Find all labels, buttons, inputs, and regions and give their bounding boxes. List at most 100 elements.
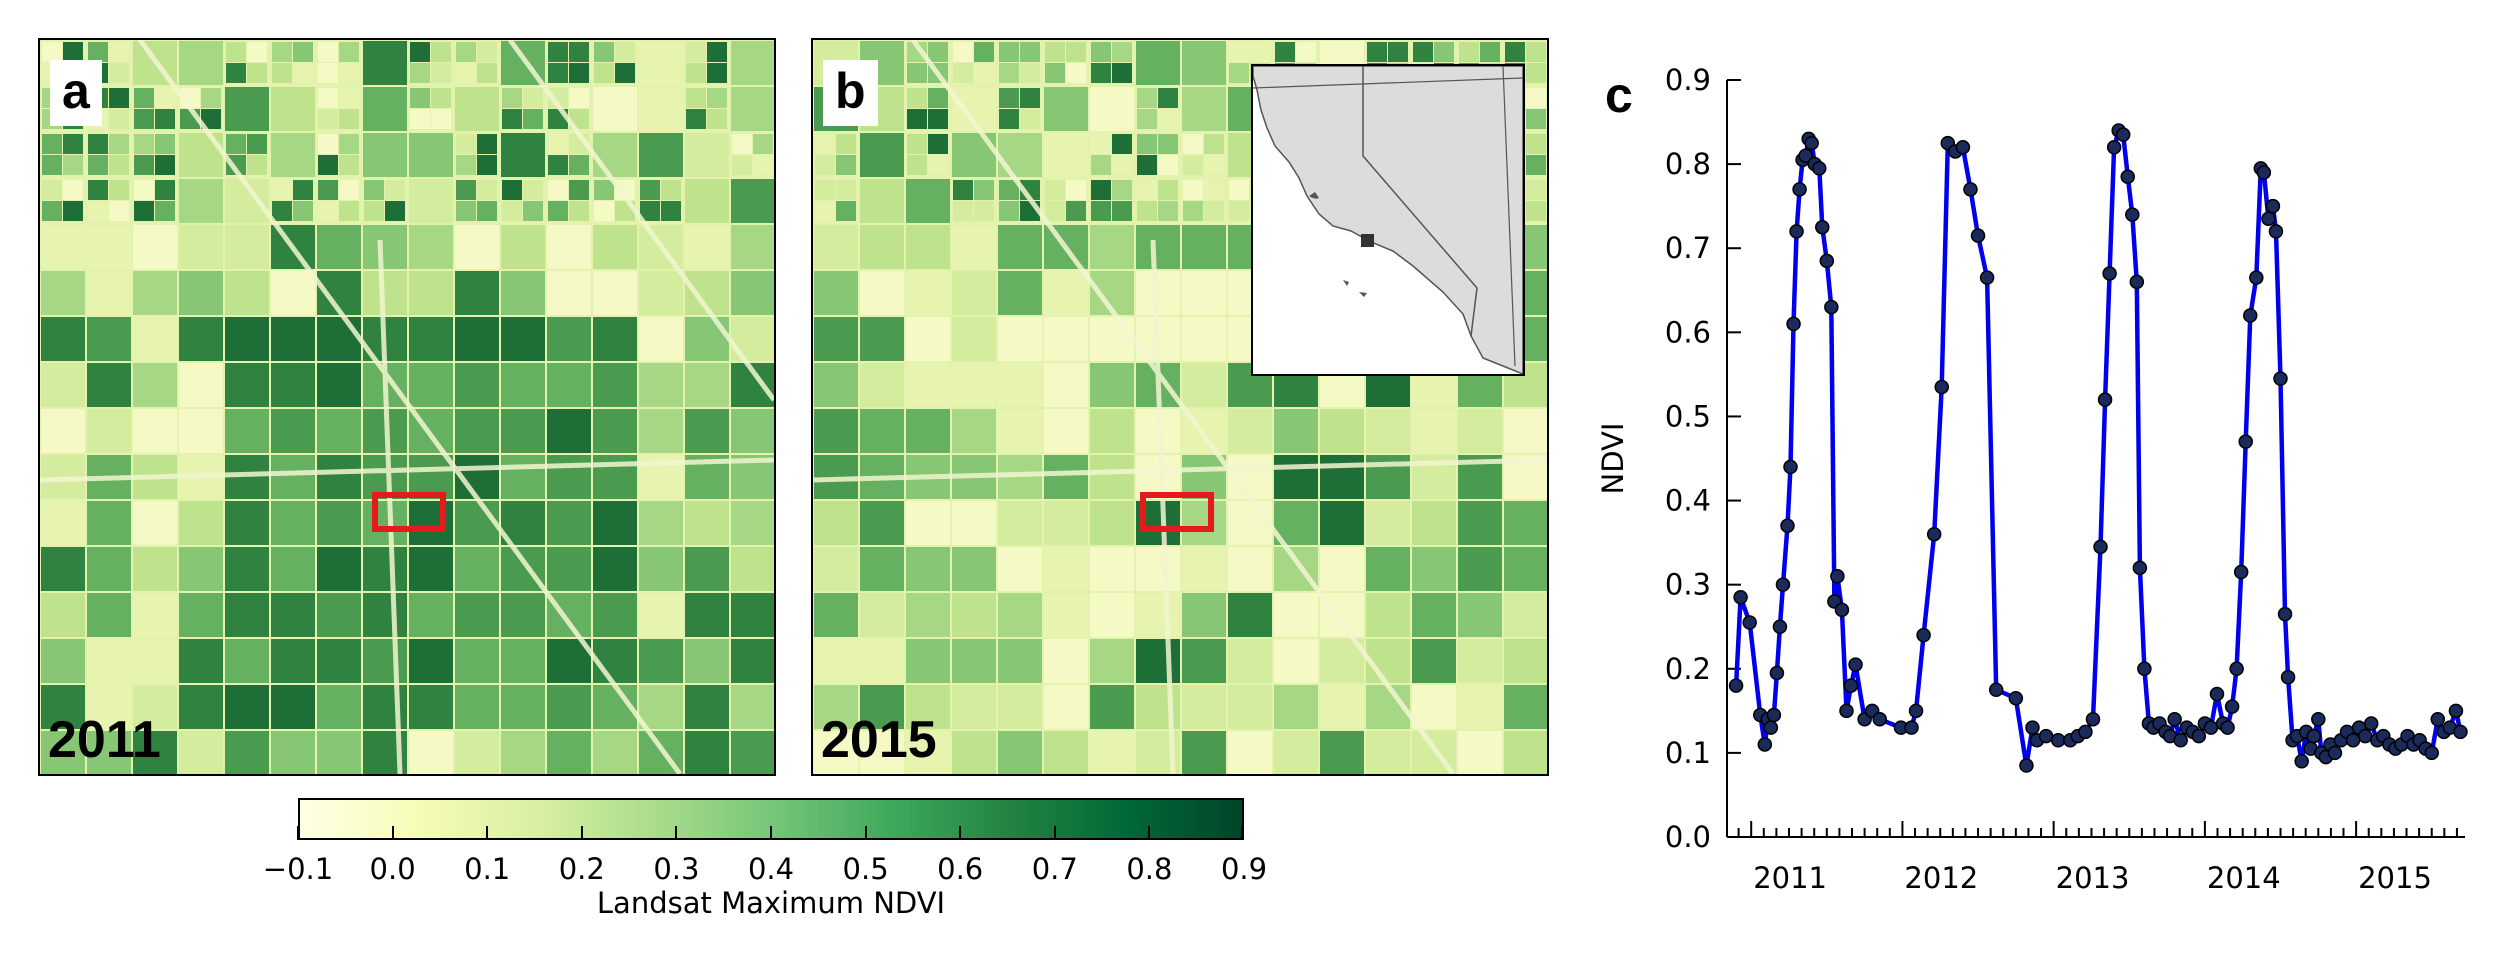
x-tick-label: 2011: [1753, 861, 1827, 895]
ndvi-time-series-chart: 0.0 0.1 0.2 0.3 0.4 0.5 0.6 0.7 0.8 0.9 2011 2012 20…: [1600, 63, 2468, 895]
colorbar-tick-label: 0.3: [653, 852, 700, 886]
ndvi-point: [1839, 703, 1854, 719]
ndvi-point: [2261, 211, 2276, 227]
ndvi-point: [1970, 228, 1986, 243]
ndvi-point: [2132, 560, 2148, 576]
ndvi-point: [2424, 745, 2439, 761]
ndvi-point: [2129, 274, 2145, 290]
ndvi-point: [2209, 686, 2225, 702]
ndvi-point: [2363, 716, 2379, 731]
location-inset-map: [1251, 64, 1525, 376]
y-tick-label: 0.2: [1665, 652, 1711, 686]
ndvi-point: [2280, 669, 2296, 685]
ndvi-point: [1766, 707, 1782, 723]
ndvi-point: [2008, 690, 2024, 706]
ndvi-point: [1848, 657, 1863, 672]
ndvi-point: [2265, 198, 2281, 214]
y-tick-label: 0.4: [1665, 484, 1711, 518]
y-tick-label: 0.9: [1665, 63, 1711, 97]
ndvi-point: [1904, 720, 1919, 735]
ndvi-point: [2268, 224, 2284, 239]
ndvi-point: [2243, 308, 2258, 323]
colorbar-tick: [1241, 826, 1243, 840]
ndvi-point: [2220, 720, 2235, 735]
colorbar-title: Landsat Maximum NDVI: [596, 886, 946, 920]
roi-box: [372, 492, 446, 532]
ndvi-point: [2038, 728, 2054, 744]
ndvi-point: [2345, 733, 2361, 748]
ndvi-point: [2294, 754, 2309, 769]
ndvi-point: [2224, 699, 2240, 714]
canal-lines: [813, 40, 1547, 774]
x-tick-label: 2014: [2207, 861, 2281, 895]
california-nevada-outline: [1253, 66, 1523, 374]
ndvi-point: [2311, 711, 2326, 727]
colorbar-tick-label: 0.1: [464, 852, 511, 886]
ndvi-point: [2327, 745, 2343, 761]
x-tick-label: 2015: [2358, 861, 2432, 895]
roi-box: [1140, 492, 1214, 532]
colorbar-tick: [864, 826, 867, 840]
colorbar-tick-label: 0.2: [558, 852, 605, 886]
y-tick-label: 0.0: [1665, 820, 1711, 854]
colorbar-tick-label: 0.0: [369, 852, 416, 886]
ndvi-series-line: [1733, 128, 2463, 768]
ndvi-point: [1979, 270, 1995, 285]
ndvi-point: [1926, 526, 1942, 542]
ndvi-point: [1843, 678, 1859, 693]
panel-label-c: c: [1605, 67, 1633, 123]
ndvi-point: [2120, 169, 2136, 184]
ndvi-point: [2085, 711, 2101, 727]
colorbar-tick: [959, 826, 962, 840]
x-tick-label: 2013: [2056, 861, 2130, 895]
map-panel-2011: a 2011: [38, 38, 776, 776]
ndvi-point: [2277, 606, 2293, 622]
ndvi-point: [2273, 371, 2288, 386]
ndvi-point: [1819, 253, 1835, 269]
colorbar-tick: [580, 826, 583, 840]
ndvi-point: [2233, 564, 2249, 580]
colorbar-tick: [1053, 826, 1056, 840]
ndvi-point: [2229, 661, 2244, 677]
ndvi-point: [2357, 728, 2373, 744]
ndvi-point: [1934, 379, 1949, 395]
year-label-2011: 2011: [48, 711, 161, 769]
ndvi-point: [2019, 758, 2034, 773]
ndvi-point: [1830, 569, 1845, 584]
colorbar-tick-label: 0.8: [1126, 852, 1173, 886]
x-tick-label: 2012: [1904, 861, 1978, 895]
ndvi-point: [1963, 182, 1978, 197]
y-tick-label: 0.8: [1665, 147, 1711, 181]
ndvi-point: [2238, 434, 2253, 449]
ndvi-point: [1815, 219, 1830, 235]
y-tick-label: 0.1: [1665, 736, 1711, 770]
ndvi-point: [2430, 711, 2446, 727]
ndvi-point: [1733, 590, 1748, 605]
ndvi-point: [1789, 224, 1804, 239]
colorbar-tick-label: 0.6: [937, 852, 984, 886]
y-tick-label: 0.7: [1665, 231, 1711, 265]
colorbar-tick: [391, 826, 394, 840]
colorbar-tick: [1148, 826, 1151, 840]
ndvi-point: [2115, 127, 2131, 142]
ndvi-point: [2097, 392, 2113, 407]
ndvi-point: [1742, 615, 1757, 630]
ndvi-point: [2173, 733, 2188, 748]
colorbar-tick-label: 0.7: [1031, 852, 1078, 886]
map-panel-2015: b 2015: [811, 38, 1549, 776]
colorbar-tick-label: 0.4: [747, 852, 795, 886]
ndvi-point: [1955, 140, 1971, 155]
ndvi-point: [2050, 733, 2066, 748]
ndvi-point: [1988, 682, 2004, 698]
ndvi-point: [2448, 703, 2464, 719]
ndvi-point: [1763, 720, 1779, 735]
ndvi-point: [1775, 577, 1791, 592]
ndvi-point: [1916, 627, 1931, 643]
ndvi-point: [1834, 602, 1850, 618]
ndvi-point: [1908, 703, 1924, 719]
ndvi-point: [2203, 720, 2219, 735]
panel-label-a: a: [50, 60, 102, 126]
y-tick-label: 0.3: [1665, 568, 1711, 602]
ndvi-point: [2167, 711, 2182, 727]
ndvi-point: [1786, 316, 1801, 332]
